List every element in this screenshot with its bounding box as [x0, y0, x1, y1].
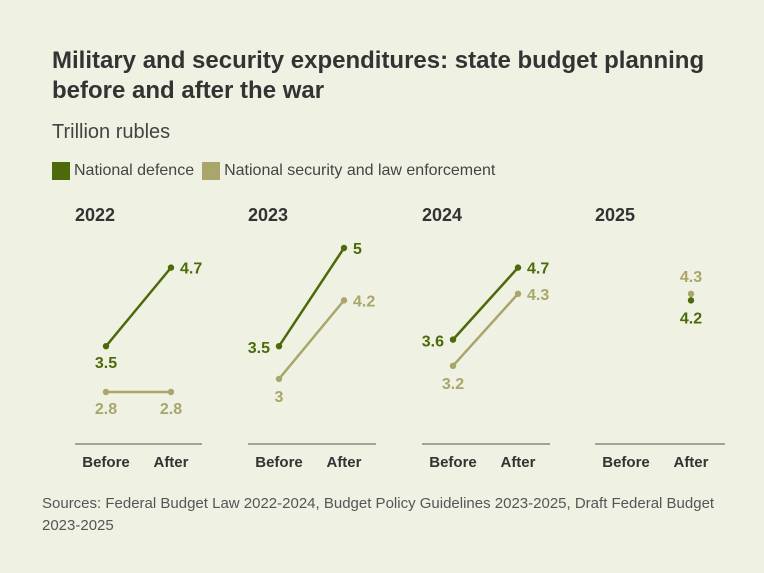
data-label-before-defence: 3.5 [95, 355, 117, 372]
tick-label-after: After [326, 454, 361, 471]
tick-label-after: After [500, 454, 535, 471]
chart-subtitle: Trillion rubles [52, 121, 171, 143]
legend-label-security: National security and law enforcement [224, 162, 496, 179]
tick-label-before: Before [255, 454, 303, 471]
data-point-after-defence [514, 264, 522, 271]
data-label-before-security: 2.8 [95, 401, 117, 418]
chart-title: Military and security expenditures: stat… [52, 47, 705, 104]
data-label-after-security: 4.3 [527, 287, 549, 304]
data-label-after-defence: 5 [353, 241, 362, 258]
data-point-before-defence [275, 342, 283, 350]
panel-title: 2024 [422, 205, 462, 225]
data-point-after-security [514, 290, 522, 298]
data-label-after-defence: 4.2 [680, 310, 702, 327]
tick-label-after: After [153, 454, 188, 471]
series-line-defence [104, 266, 173, 348]
data-label-before-security: 3 [275, 389, 284, 406]
series-line-defence [277, 246, 346, 348]
data-point-after-defence [687, 297, 695, 304]
legend-item-security: National security and law enforcement [202, 162, 495, 180]
data-point-before-security [449, 362, 457, 370]
source-note: Sources: Federal Budget Law 2022-2024, B… [42, 495, 715, 534]
panel-title: 2022 [75, 205, 115, 225]
data-point-before-security [102, 388, 110, 396]
tick-label-before: Before [82, 454, 130, 471]
legend: National defence National security and l… [52, 162, 503, 180]
data-label-after-security: 2.8 [160, 401, 182, 418]
data-point-after-defence [340, 244, 348, 252]
data-point-after-security [340, 297, 348, 304]
legend-label-defence: National defence [74, 162, 195, 179]
data-label-after-defence: 4.7 [180, 261, 202, 278]
data-point-after-security [687, 290, 695, 298]
series-line-security [451, 292, 520, 368]
data-point-after-defence [167, 264, 175, 271]
data-label-before-defence: 3.6 [422, 334, 444, 351]
data-label-before-security: 3.2 [442, 376, 464, 393]
data-label-before-defence: 3.5 [248, 340, 270, 357]
series-line-security [277, 299, 346, 381]
data-point-before-defence [449, 336, 457, 343]
data-point-after-security [167, 388, 175, 396]
legend-swatch-security [202, 162, 221, 180]
data-point-before-defence [102, 342, 110, 350]
tick-label-before: Before [602, 454, 650, 471]
panel-title: 2025 [595, 205, 635, 225]
legend-item-defence: National defence [52, 162, 194, 180]
data-label-after-security: 4.3 [680, 269, 702, 286]
chart-area: 2022 Before After 3.5 4.7 2.8 2.8 2023 Before Aft… [75, 205, 725, 471]
tick-label-after: After [673, 454, 708, 471]
tick-label-before: Before [429, 454, 477, 471]
data-label-after-security: 4.2 [353, 293, 375, 310]
data-label-after-defence: 4.7 [527, 261, 549, 278]
panel-title: 2023 [248, 205, 288, 225]
series-line-defence [451, 266, 520, 341]
data-point-before-security [275, 375, 283, 383]
legend-swatch-defence [52, 162, 70, 180]
